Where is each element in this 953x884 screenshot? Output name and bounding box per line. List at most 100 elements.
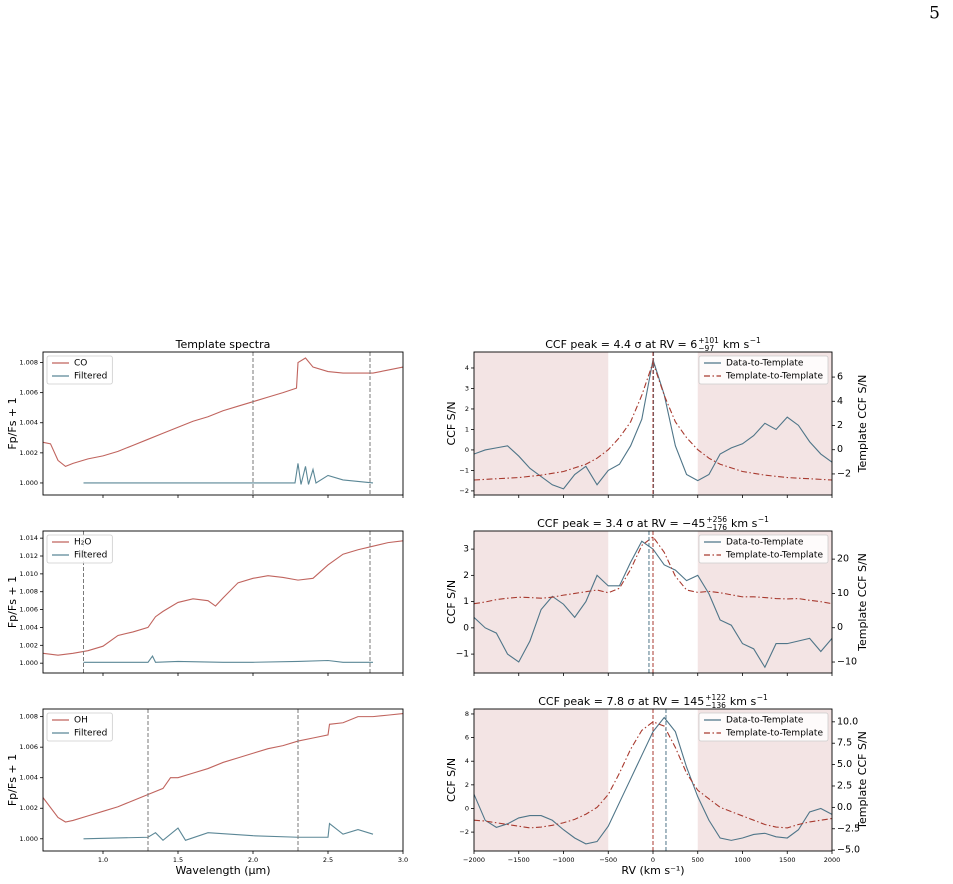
y-axis-label: Fp/Fs + 1	[6, 754, 19, 806]
y-tick-label: 1.004	[19, 419, 38, 427]
y2-tick-label: 5.0	[837, 759, 852, 770]
panel: −2000 −1500 −1000 −500 0 500 1000 1500 2000 −2 0 2 4…	[445, 693, 869, 877]
y-tick-label: 1.010	[19, 570, 38, 578]
title-text: CCF peak = 4.4 σ at RV = 6	[545, 338, 697, 351]
y-axis-label: Fp/Fs + 1	[6, 576, 19, 628]
series-line	[474, 716, 832, 845]
y-tick-label: 1	[463, 597, 469, 607]
y-tick-label: 1.006	[19, 743, 38, 751]
shaded-region	[474, 352, 609, 495]
y-axis-label: CCF S/N	[445, 758, 458, 802]
axes-frame	[42, 351, 404, 496]
chart-title: Template spectra	[175, 338, 271, 351]
y-tick-label: 1.006	[19, 389, 38, 397]
y2-axis-label: Template CCF S/N	[856, 731, 869, 830]
y-tick-label: 1.002	[19, 641, 38, 649]
legend-box	[698, 534, 829, 564]
series-line	[43, 357, 403, 468]
legend-label: CO	[74, 359, 87, 369]
y-tick-label: 1.004	[19, 774, 38, 782]
x-axis-label: RV (km s⁻¹)	[621, 864, 684, 877]
title-error-plus: +122	[705, 693, 726, 702]
y-tick-label: 2	[465, 781, 469, 789]
y2-tick-label: −10	[837, 657, 857, 668]
x-tick-label: −2000	[463, 856, 485, 864]
shaded-region	[474, 531, 609, 673]
legend-label: H₂O	[74, 538, 91, 548]
legend: CO Filtered	[46, 355, 113, 385]
y-tick-label: −2	[459, 487, 469, 495]
x-tick-label: −1500	[508, 856, 530, 864]
y-tick-label: 1.008	[19, 588, 38, 596]
panel: −2 −1 0 1 2 3 4 −2 0 2 4 6 CCF S/N Template CCF S/N CC…	[445, 336, 869, 498]
y2-axis-label: Template CCF S/N	[856, 375, 869, 474]
y2-tick-label: 20	[837, 554, 849, 565]
legend-label: Template-to-Template	[725, 372, 823, 382]
series-line	[83, 654, 373, 663]
y-tick-label: −1	[459, 466, 469, 474]
y2-tick-label: −2.5	[837, 823, 860, 834]
title-unit: km s	[730, 695, 757, 708]
legend-label: Template-to-Template	[725, 551, 823, 561]
y2-tick-label: 7.5	[837, 738, 852, 749]
y-tick-label: 1.002	[19, 449, 38, 457]
y2-tick-label: 6	[837, 372, 843, 383]
title-text: CCF peak = 3.4 σ at RV = −45	[537, 517, 705, 530]
legend-label: Filtered	[74, 372, 107, 382]
legend: OH Filtered	[46, 712, 113, 742]
legend-label: OH	[74, 716, 88, 726]
plot-area	[43, 709, 403, 851]
y-tick-label: 1.000	[19, 659, 38, 667]
title-text: CCF peak = 7.8 σ at RV = 145	[538, 695, 704, 708]
y2-tick-label: −5.0	[837, 845, 860, 856]
plot-area	[43, 352, 403, 495]
series-line	[83, 463, 374, 485]
y-tick-label: 3	[463, 545, 469, 555]
title-unit: km s	[723, 338, 750, 351]
series-line	[43, 713, 403, 823]
y-tick-label: 0	[465, 446, 469, 454]
legend-label: Data-to-Template	[726, 538, 804, 548]
title-error-minus: −97	[698, 344, 714, 353]
x-tick-label: 1.5	[173, 856, 183, 864]
legend: Data-to-Template Template-to-Template	[698, 712, 829, 742]
y2-axis-label: Template CCF S/N	[856, 553, 869, 652]
title-error-plus: +101	[698, 336, 719, 345]
y-tick-label: 4	[465, 364, 469, 372]
y-tick-label: 1.014	[19, 534, 38, 542]
y-axis-label: CCF S/N	[445, 580, 458, 624]
shaded-region	[474, 709, 609, 851]
y-tick-label: 1.000	[19, 835, 38, 843]
x-tick-label: 1500	[779, 856, 796, 864]
y2-tick-label: 10	[837, 588, 849, 599]
legend-label: Data-to-Template	[726, 359, 804, 369]
panel: 1.000 1.002 1.004 1.006 1.008 Fp/Fs + 1 Templa…	[6, 338, 404, 498]
axes-frame	[42, 530, 404, 674]
title-error-minus: −176	[706, 523, 727, 532]
y-tick-label: 2	[463, 571, 469, 581]
chart-title: CCF peak = 3.4 σ at RV = −45 +256−176 km s…	[537, 515, 769, 532]
x-tick-label: −1000	[553, 856, 575, 864]
y-tick-label: −2	[459, 828, 469, 836]
legend: H₂O Filtered	[46, 534, 113, 564]
y-tick-label: 1.004	[19, 623, 38, 631]
y2-tick-label: 4	[837, 396, 843, 407]
y-tick-label: 6	[465, 734, 469, 742]
series-line	[43, 540, 403, 656]
y2-tick-label: 0	[837, 622, 843, 633]
series-line	[83, 822, 374, 842]
y2-tick-label: 2	[837, 420, 843, 431]
title-unit-exponent: −1	[750, 336, 761, 345]
page-number: 5	[929, 4, 940, 24]
y-tick-label: 3	[465, 384, 469, 392]
x-tick-label: 2.0	[248, 856, 258, 864]
y-tick-label: 1.012	[19, 552, 38, 560]
y2-tick-label: 2.5	[837, 780, 852, 791]
legend-label: Template-to-Template	[725, 729, 823, 739]
y-tick-label: 0	[463, 623, 469, 633]
x-tick-label: 500	[692, 856, 704, 864]
title-unit-exponent: −1	[757, 693, 768, 702]
title-error-minus: −136	[705, 701, 726, 710]
